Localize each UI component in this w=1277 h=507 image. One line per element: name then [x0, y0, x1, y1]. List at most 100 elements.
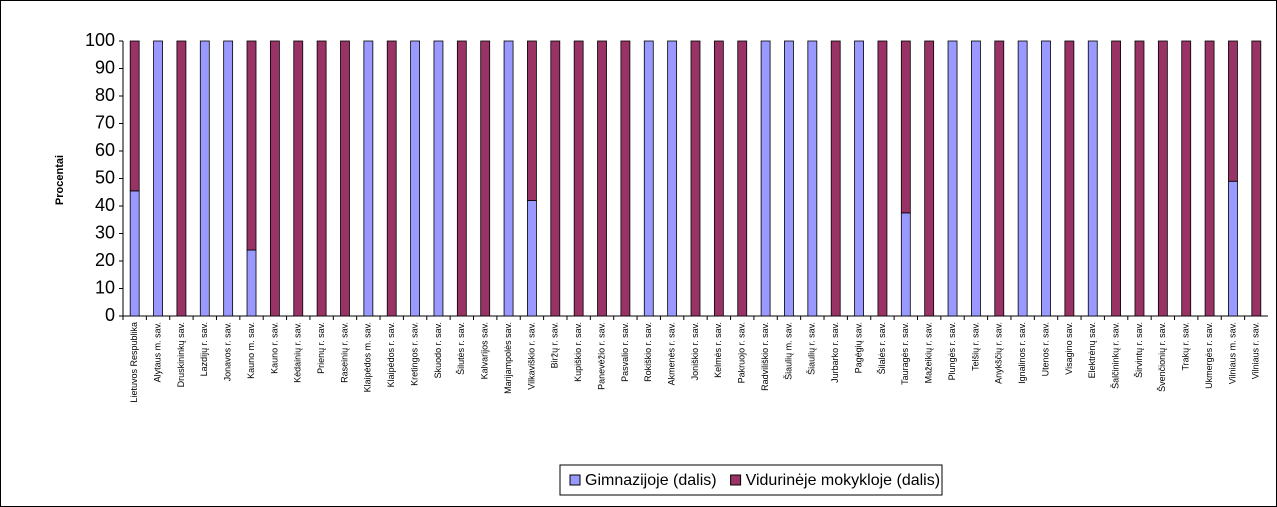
- x-tick-label: Skuodo r. sav.: [433, 322, 443, 378]
- bar-segment: [129, 40, 140, 192]
- x-tick-label: Marijampolės sav.: [503, 322, 513, 394]
- bar-segment: [1181, 40, 1192, 317]
- bar-segment: [877, 40, 888, 317]
- x-tick-label: Klaipėdos r. sav.: [386, 322, 396, 387]
- bar-segment: [199, 40, 210, 317]
- x-tick-label: Jonavos r. sav.: [223, 322, 233, 381]
- bar-segment: [269, 40, 280, 317]
- x-tick-label: Jurbarko r. sav.: [830, 322, 840, 383]
- x-tick-label: Vilniaus r. sav.: [1251, 322, 1261, 379]
- bar-segment: [667, 40, 678, 317]
- x-tick-label: Vilkaviškio r. sav.: [526, 322, 536, 390]
- x-tick-label: Prienų r. sav.: [316, 322, 326, 374]
- x-tick-label: Šilalės r. sav.: [877, 322, 887, 374]
- bar-segment: [316, 40, 327, 317]
- x-tick-label: Kauno m. sav.: [246, 322, 256, 379]
- bar-segment: [386, 40, 397, 317]
- x-tick-label: Ignalinos r. sav.: [1017, 322, 1027, 384]
- legend-box: [559, 464, 943, 496]
- x-tick-label: Klaipėdos m. sav.: [363, 322, 373, 392]
- x-tick-label: Trakų r. sav.: [1181, 322, 1191, 371]
- x-tick-label: Radviliškio r. sav.: [760, 322, 770, 391]
- bar-segment: [900, 40, 911, 214]
- bar-segment: [1017, 40, 1028, 317]
- bar-segment: [1087, 40, 1098, 317]
- bar-segment: [527, 200, 537, 317]
- x-tick-label: Akmenės r. sav.: [667, 322, 677, 385]
- x-tick-label: Pagėgių sav.: [853, 322, 863, 373]
- y-tick-label: 20: [95, 250, 115, 270]
- x-tick-label: Širvintų r. sav.: [1134, 322, 1144, 378]
- x-tick-label: Panevėžio r. sav.: [596, 322, 606, 390]
- x-tick-label: Visagino sav.: [1064, 322, 1074, 375]
- x-tick-label: Rokiškio r. sav.: [643, 322, 653, 382]
- x-tick-label: Šalčininkų r. sav.: [1110, 322, 1120, 389]
- y-tick-label: 0: [105, 305, 115, 325]
- x-tick-label: Mažeikių r. sav.: [924, 322, 934, 383]
- y-tick-label: 100: [85, 30, 115, 50]
- bar-segment: [293, 40, 304, 317]
- x-tick-label: Ukmergės r. sav.: [1204, 322, 1214, 389]
- x-tick-label: Šiaulių r. sav.: [807, 322, 817, 375]
- bar-segment: [971, 40, 981, 317]
- bar-segment: [924, 40, 935, 317]
- bar-segment: [760, 40, 771, 317]
- bar-segment: [947, 40, 958, 317]
- x-tick-label: Tauragės r. sav.: [900, 322, 910, 385]
- bar-segment: [597, 40, 607, 317]
- bar-segment: [176, 40, 187, 317]
- bar-segment: [854, 40, 864, 317]
- bar-segment: [1228, 180, 1238, 317]
- bar-segment: [456, 40, 467, 317]
- bar-segment: [573, 40, 584, 317]
- bar-segment: [643, 40, 654, 317]
- legend-label: Gimnazijoje (dalis): [585, 472, 717, 489]
- bar-segment: [433, 40, 444, 317]
- x-tick-label: Utenos r. sav.: [1040, 322, 1050, 376]
- bar-segment: [713, 40, 724, 317]
- y-tick-label: 80: [95, 85, 115, 105]
- bar-segment: [1228, 40, 1238, 182]
- x-tick-label: Kupiškio r. sav.: [573, 322, 583, 382]
- bar-segment: [363, 40, 374, 317]
- y-axis-title: Procentai: [54, 155, 66, 205]
- y-tick-label: 70: [95, 112, 115, 132]
- bar-segment: [480, 40, 491, 317]
- x-tick-label: Kretingos r. sav.: [409, 322, 419, 386]
- x-tick-label: Kalvarijos sav.: [480, 322, 490, 379]
- bar-segment: [994, 40, 1005, 317]
- bar-segment: [153, 40, 163, 317]
- bar-segment: [784, 40, 794, 317]
- y-tick-label: 90: [95, 57, 115, 77]
- bar-segment: [129, 190, 140, 317]
- x-tick-label: Kelmės r. sav.: [713, 322, 723, 378]
- x-tick-label: Šiaulių m. sav.: [783, 322, 793, 380]
- bar-segment: [1041, 40, 1051, 317]
- bar-segment: [900, 212, 911, 317]
- x-tick-label: Biržų r. sav.: [550, 322, 560, 368]
- bar-segment: [246, 249, 257, 317]
- legend-swatch: [730, 474, 742, 486]
- bar-segment: [223, 40, 234, 317]
- x-tick-label: Lazdijų r. sav.: [199, 322, 209, 376]
- x-tick-label: Pasvalio r. sav.: [620, 322, 630, 382]
- bar-segment: [550, 40, 561, 317]
- bar-segment: [340, 40, 350, 317]
- bar-segment: [807, 40, 818, 317]
- bar-segment: [690, 40, 701, 317]
- bar-segment: [527, 40, 537, 201]
- bar-segment: [410, 40, 420, 317]
- x-tick-label: Kėdainių r. sav.: [293, 322, 303, 383]
- x-tick-label: Šilutės r. sav.: [456, 322, 466, 375]
- x-tick-label: Telšių r. sav.: [970, 322, 980, 371]
- x-tick-label: Druskininkų sav.: [176, 322, 186, 387]
- x-tick-label: Anykščių r. sav.: [994, 322, 1004, 384]
- x-tick-label: Pakruojo r. sav.: [737, 322, 747, 383]
- x-tick-label: Švenčionių r. sav.: [1157, 322, 1167, 392]
- y-tick-label: 40: [95, 195, 115, 215]
- bar-segment: [1111, 40, 1122, 317]
- x-tick-label: Vilniaus m. sav.: [1227, 322, 1237, 384]
- bar-segment: [737, 40, 748, 317]
- legend-label: Vidurinėje mokykloje (dalis): [746, 472, 940, 489]
